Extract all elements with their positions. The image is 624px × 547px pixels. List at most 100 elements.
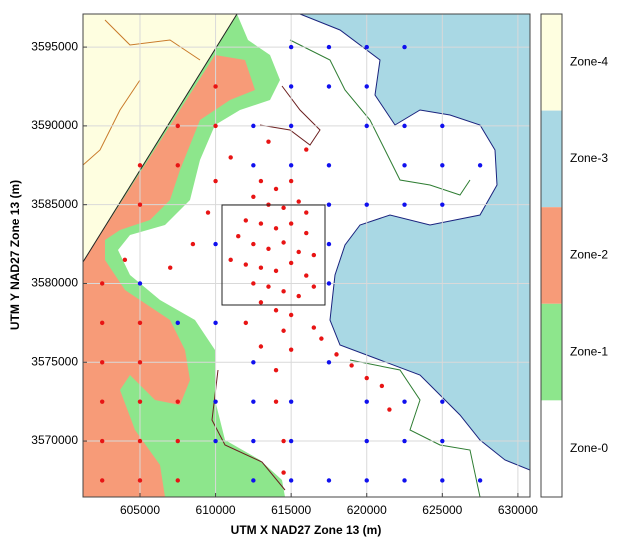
sample-point: [243, 320, 249, 326]
sample-point: [387, 407, 392, 412]
sample-point: [440, 478, 445, 483]
sample-point: [213, 438, 218, 444]
sample-point: [168, 265, 173, 270]
x-tick-label: 615000: [271, 503, 311, 517]
plot-frame: [82, 13, 531, 498]
sample-point: [288, 44, 294, 50]
sample-point: [402, 163, 407, 168]
sample-point: [99, 360, 105, 365]
sample-point: [288, 178, 294, 184]
sample-point: [251, 360, 256, 365]
boundary-line: [299, 14, 530, 471]
legend-label: Zone-3: [570, 151, 608, 165]
sample-point: [402, 202, 407, 207]
sample-point: [288, 399, 294, 404]
sample-point: [440, 438, 445, 444]
sample-point: [243, 218, 249, 223]
sample-point: [137, 360, 143, 365]
sample-point: [326, 478, 332, 483]
sample-point: [258, 265, 264, 270]
sample-point: [99, 399, 105, 404]
sample-point: [258, 178, 264, 184]
sample-point: [175, 478, 180, 483]
zone-region: [300, 14, 530, 470]
y-tick-label: 3580000: [31, 276, 78, 290]
sample-point: [213, 178, 218, 184]
sample-point: [402, 478, 407, 483]
sample-point: [364, 123, 369, 129]
sample-point: [137, 399, 143, 404]
study-box: [221, 204, 326, 306]
sample-point: [402, 438, 407, 444]
sample-point: [137, 320, 143, 326]
sample-point: [122, 257, 128, 263]
x-axis-label: UTM X NAD27 Zone 13 (m): [231, 523, 382, 537]
sample-point: [175, 399, 180, 404]
sample-point: [236, 233, 241, 239]
sample-point: [288, 221, 294, 226]
y-tick-label: 3575000: [31, 354, 78, 368]
sample-point: [288, 84, 294, 89]
sample-point: [99, 281, 105, 286]
sample-point: [440, 123, 445, 129]
sample-point: [213, 320, 218, 326]
sample-point: [304, 210, 309, 215]
sample-point: [364, 44, 369, 50]
legend-swatch: [541, 110, 562, 208]
sample-point: [364, 84, 369, 89]
sample-point: [281, 240, 286, 245]
sample-point: [228, 257, 233, 263]
sample-point: [288, 163, 294, 168]
sample-point: [304, 147, 309, 152]
sample-point: [326, 202, 332, 207]
sample-point: [288, 438, 294, 444]
contour-line: [289, 39, 481, 497]
sample-point: [296, 199, 301, 204]
x-tick-label: 620000: [347, 503, 387, 517]
sample-point: [175, 123, 180, 129]
sample-point: [326, 281, 332, 286]
boundary-line: [83, 14, 238, 263]
sample-point: [137, 478, 143, 483]
sample-point: [137, 281, 143, 286]
y-tick-label: 3570000: [31, 433, 78, 447]
sample-point: [311, 252, 317, 258]
sample-point: [251, 194, 256, 199]
sample-point: [402, 44, 407, 50]
sample-point: [266, 246, 271, 252]
legend-label: Zone-1: [570, 344, 608, 358]
legend-swatch: [541, 207, 562, 304]
sample-point: [402, 399, 407, 404]
sample-point: [258, 300, 264, 305]
sample-point: [266, 139, 271, 144]
sample-point: [266, 284, 271, 289]
sample-point: [311, 325, 317, 330]
sample-point: [364, 478, 369, 483]
legend-swatch: [541, 400, 562, 497]
sample-point: [326, 84, 332, 89]
sample-point: [273, 399, 279, 404]
x-tick-label: 610000: [196, 503, 236, 517]
sample-point: [175, 320, 180, 326]
sample-point: [288, 478, 294, 483]
legend-swatch: [541, 303, 562, 401]
y-axis-label: UTM Y NAD27 Zone 13 (m): [8, 180, 22, 330]
sample-point: [251, 241, 256, 247]
x-tick-label: 630000: [498, 503, 538, 517]
sample-point: [99, 438, 105, 444]
zone-region: [83, 55, 255, 497]
sample-point: [137, 202, 143, 207]
contour-line: [83, 19, 201, 166]
sample-point: [402, 123, 407, 129]
sample-point: [288, 123, 294, 129]
x-tick-label: 605000: [120, 503, 160, 517]
sample-point: [137, 163, 143, 168]
sample-point: [213, 399, 218, 404]
sample-point: [477, 478, 483, 483]
y-tick-label: 3590000: [31, 118, 78, 132]
sample-point: [326, 44, 332, 50]
sample-point: [273, 308, 279, 313]
sample-point: [281, 328, 286, 333]
sample-point: [213, 84, 218, 89]
sample-point: [213, 123, 218, 129]
